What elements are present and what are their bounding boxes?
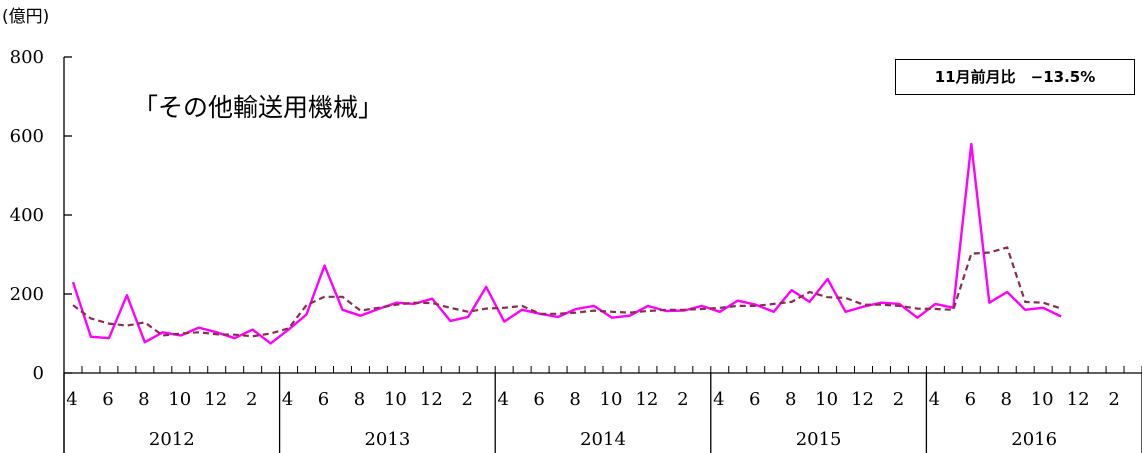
x-month-label: 6 bbox=[965, 389, 976, 410]
x-month-label: 4 bbox=[713, 389, 724, 410]
x-year-label: 2016 bbox=[1011, 429, 1057, 450]
x-year-label: 2014 bbox=[580, 429, 626, 450]
series-line-trend bbox=[72, 246, 1062, 338]
x-month-label: 2 bbox=[462, 389, 473, 410]
x-month-label: 6 bbox=[318, 389, 329, 410]
x-month-label: 10 bbox=[815, 389, 838, 410]
x-month-label: 2 bbox=[893, 389, 904, 410]
x-year-label: 2013 bbox=[364, 429, 410, 450]
x-month-label: 12 bbox=[420, 389, 443, 410]
x-month-label: 8 bbox=[785, 389, 796, 410]
y-tick-label: 400 bbox=[10, 205, 44, 226]
x-month-label: 6 bbox=[102, 389, 113, 410]
y-axis-unit-label: (億円) bbox=[2, 7, 50, 27]
x-month-label: 12 bbox=[1067, 389, 1090, 410]
x-month-label: 4 bbox=[66, 389, 77, 410]
x-month-label: 12 bbox=[851, 389, 874, 410]
x-year-label: 2015 bbox=[796, 429, 842, 450]
x-month-label: 2 bbox=[1108, 389, 1119, 410]
y-tick-label: 200 bbox=[10, 284, 44, 305]
x-month-label: 4 bbox=[497, 389, 508, 410]
x-month-label: 2 bbox=[677, 389, 688, 410]
x-month-label: 10 bbox=[1031, 389, 1054, 410]
x-month-label: 4 bbox=[282, 389, 293, 410]
x-month-label: 10 bbox=[168, 389, 191, 410]
x-month-label: 6 bbox=[749, 389, 760, 410]
x-month-label: 8 bbox=[569, 389, 580, 410]
x-month-label: 12 bbox=[635, 389, 658, 410]
x-month-label: 12 bbox=[204, 389, 227, 410]
x-year-label: 2012 bbox=[149, 429, 195, 450]
x-month-label: 8 bbox=[1001, 389, 1012, 410]
y-tick-label: 0 bbox=[33, 363, 44, 384]
x-month-label: 8 bbox=[354, 389, 365, 410]
series-line-actual bbox=[71, 142, 1062, 345]
x-month-label: 10 bbox=[600, 389, 623, 410]
chart-title: 「その他輸送用機械」 bbox=[133, 93, 384, 122]
x-month-label: 6 bbox=[533, 389, 544, 410]
x-month-label: 8 bbox=[138, 389, 149, 410]
x-month-label: 2 bbox=[246, 389, 257, 410]
y-tick-label: 800 bbox=[10, 47, 44, 68]
mom-change-badge: 11月前月比 −13.5% bbox=[895, 59, 1135, 95]
x-month-label: 10 bbox=[384, 389, 407, 410]
x-month-label: 4 bbox=[929, 389, 940, 410]
y-tick-label: 600 bbox=[10, 126, 44, 147]
